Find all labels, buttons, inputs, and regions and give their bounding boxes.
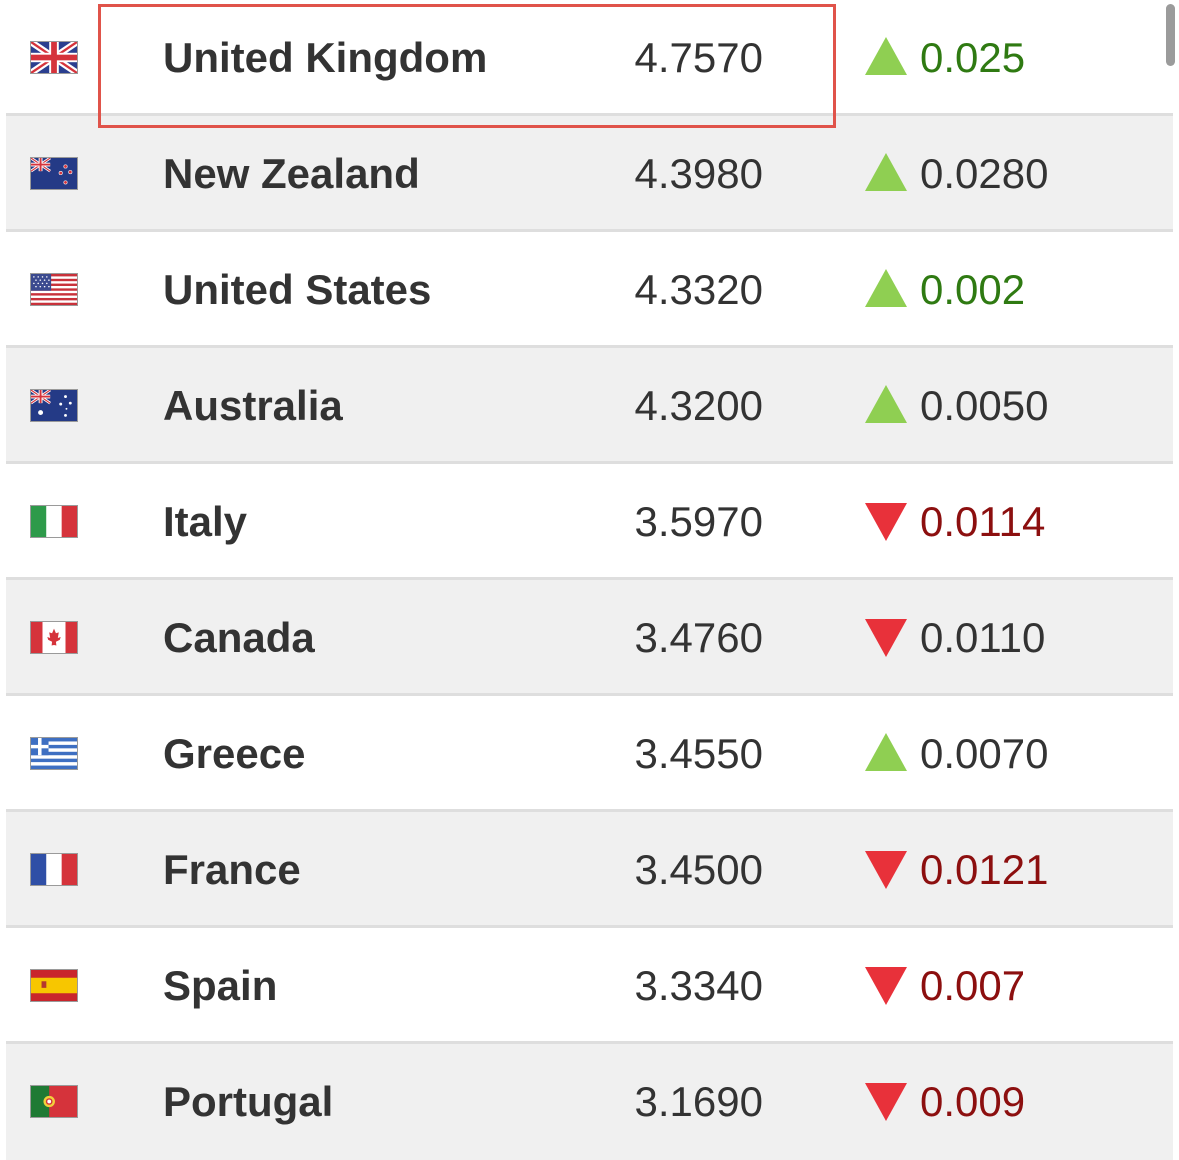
table-row[interactable]: United Kingdom 4.7570 0.025: [6, 0, 1173, 116]
country-name[interactable]: New Zealand: [163, 150, 420, 197]
yield-value: 3.4550: [634, 730, 763, 777]
scrollbar-thumb[interactable]: [1166, 4, 1175, 66]
table-row[interactable]: United States 4.3320 0.002: [6, 232, 1173, 348]
arrow-down-icon: [864, 966, 908, 1006]
yield-value: 4.7570: [634, 34, 763, 81]
change-value: 0.0110: [920, 614, 1046, 661]
country-name[interactable]: United Kingdom: [163, 34, 488, 81]
change-value: 0.0050: [920, 382, 1049, 429]
arrow-up-icon: [864, 152, 908, 192]
change-value: 0.0114: [920, 498, 1046, 545]
arrow-up-icon: [864, 384, 908, 424]
table-row[interactable]: Greece 3.4550 0.0070: [6, 696, 1173, 812]
canada-flag-icon: [30, 621, 78, 654]
bond-yield-table: United Kingdom 4.7570 0.025 New Zealand …: [6, 0, 1173, 1160]
yield-value: 4.3980: [634, 150, 763, 197]
country-name[interactable]: Portugal: [163, 1078, 334, 1125]
arrow-down-icon: [864, 502, 908, 542]
country-name[interactable]: Spain: [163, 962, 278, 1009]
france-flag-icon: [30, 853, 78, 886]
yield-value: 4.3200: [634, 382, 763, 429]
us-flag-icon: [30, 273, 78, 306]
arrow-down-icon: [864, 850, 908, 890]
table-row[interactable]: New Zealand 4.3980 0.0280: [6, 116, 1173, 232]
table-row[interactable]: Spain 3.3340 0.007: [6, 928, 1173, 1044]
yield-value: 3.1690: [634, 1078, 763, 1125]
country-name[interactable]: Canada: [163, 614, 315, 661]
yield-value: 4.3320: [634, 266, 763, 313]
change-value: 0.0121: [920, 846, 1049, 893]
portugal-flag-icon: [30, 1085, 78, 1118]
australia-flag-icon: [30, 389, 78, 422]
arrow-down-icon: [864, 1082, 908, 1122]
change-value: 0.007: [920, 962, 1026, 1009]
arrow-up-icon: [864, 732, 908, 772]
spain-flag-icon: [30, 969, 78, 1002]
country-name[interactable]: United States: [163, 266, 432, 313]
table-row[interactable]: France 3.4500 0.0121: [6, 812, 1173, 928]
table-row[interactable]: Australia 4.3200 0.0050: [6, 348, 1173, 464]
new-zealand-flag-icon: [30, 157, 78, 190]
yield-value: 3.5970: [634, 498, 763, 545]
arrow-up-icon: [864, 268, 908, 308]
yield-value: 3.3340: [634, 962, 763, 1009]
country-name[interactable]: Greece: [163, 730, 306, 777]
country-name[interactable]: Italy: [163, 498, 248, 545]
table-row[interactable]: Italy 3.5970 0.0114: [6, 464, 1173, 580]
scrollbar[interactable]: [1163, 0, 1179, 1155]
table-row[interactable]: Canada 3.4760 0.0110: [6, 580, 1173, 696]
arrow-up-icon: [864, 36, 908, 76]
yield-value: 3.4760: [634, 614, 763, 661]
change-value: 0.009: [920, 1078, 1026, 1125]
country-name[interactable]: France: [163, 846, 301, 893]
table-row[interactable]: Portugal 3.1690 0.009: [6, 1044, 1173, 1160]
country-name[interactable]: Australia: [163, 382, 343, 429]
change-value: 0.002: [920, 266, 1026, 313]
uk-flag-icon: [30, 41, 78, 74]
italy-flag-icon: [30, 505, 78, 538]
greece-flag-icon: [30, 737, 78, 770]
change-value: 0.0280: [920, 150, 1049, 197]
arrow-down-icon: [864, 618, 908, 658]
change-value: 0.0070: [920, 730, 1049, 777]
change-value: 0.025: [920, 34, 1026, 81]
yield-value: 3.4500: [634, 846, 763, 893]
